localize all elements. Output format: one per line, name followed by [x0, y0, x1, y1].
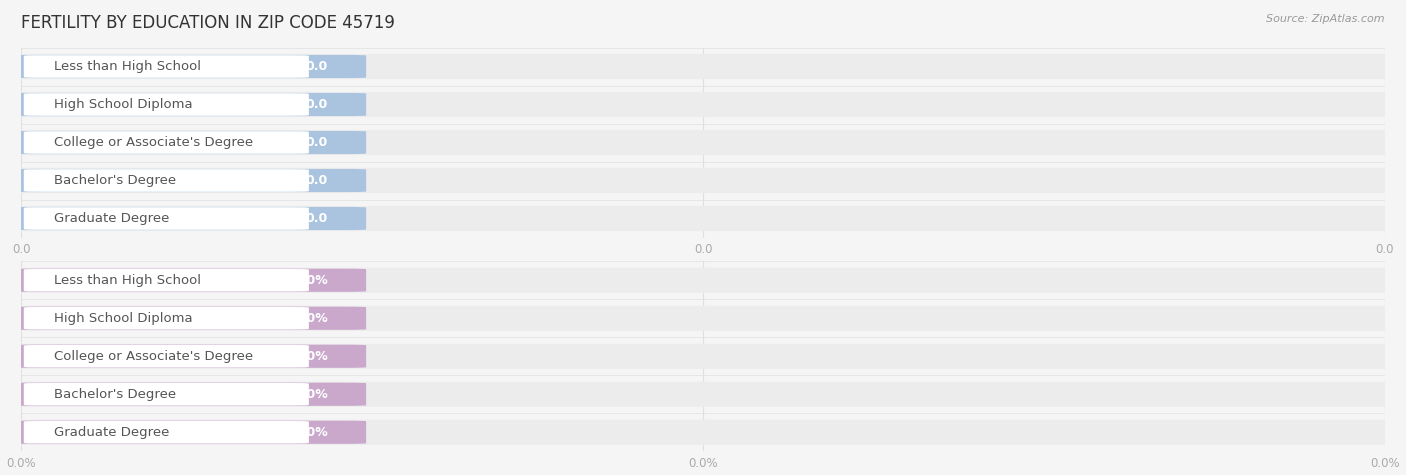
FancyBboxPatch shape [11, 269, 366, 292]
Text: 0.0: 0.0 [305, 212, 328, 225]
FancyBboxPatch shape [21, 92, 1385, 117]
FancyBboxPatch shape [11, 55, 366, 78]
Text: High School Diploma: High School Diploma [53, 98, 193, 111]
FancyBboxPatch shape [21, 382, 1385, 407]
FancyBboxPatch shape [21, 168, 1385, 193]
Text: Graduate Degree: Graduate Degree [53, 212, 169, 225]
FancyBboxPatch shape [24, 169, 309, 192]
FancyBboxPatch shape [24, 345, 309, 368]
Text: High School Diploma: High School Diploma [53, 312, 193, 325]
Text: Graduate Degree: Graduate Degree [53, 426, 169, 439]
Text: 0.0: 0.0 [305, 136, 328, 149]
FancyBboxPatch shape [24, 131, 309, 154]
FancyBboxPatch shape [24, 55, 309, 78]
FancyBboxPatch shape [21, 268, 1385, 293]
FancyBboxPatch shape [21, 130, 1385, 155]
FancyBboxPatch shape [11, 169, 366, 192]
Text: Less than High School: Less than High School [53, 60, 201, 73]
Text: FERTILITY BY EDUCATION IN ZIP CODE 45719: FERTILITY BY EDUCATION IN ZIP CODE 45719 [21, 14, 395, 32]
Text: 0.0: 0.0 [305, 60, 328, 73]
FancyBboxPatch shape [24, 383, 309, 406]
Text: College or Associate's Degree: College or Associate's Degree [53, 136, 253, 149]
Text: 0.0%: 0.0% [294, 350, 328, 363]
FancyBboxPatch shape [24, 93, 309, 116]
FancyBboxPatch shape [24, 307, 309, 330]
Text: 0.0%: 0.0% [294, 426, 328, 439]
Text: 0.0%: 0.0% [294, 312, 328, 325]
Text: 0.0: 0.0 [305, 98, 328, 111]
FancyBboxPatch shape [21, 306, 1385, 331]
Text: 0.0%: 0.0% [294, 274, 328, 287]
FancyBboxPatch shape [21, 344, 1385, 369]
Text: Source: ZipAtlas.com: Source: ZipAtlas.com [1267, 14, 1385, 24]
Text: 0.0%: 0.0% [294, 388, 328, 401]
FancyBboxPatch shape [11, 383, 366, 406]
FancyBboxPatch shape [11, 131, 366, 154]
FancyBboxPatch shape [11, 93, 366, 116]
Text: Less than High School: Less than High School [53, 274, 201, 287]
Text: 0.0: 0.0 [305, 174, 328, 187]
FancyBboxPatch shape [11, 207, 366, 230]
Text: Bachelor's Degree: Bachelor's Degree [53, 174, 176, 187]
FancyBboxPatch shape [24, 207, 309, 230]
FancyBboxPatch shape [24, 421, 309, 444]
FancyBboxPatch shape [11, 345, 366, 368]
FancyBboxPatch shape [11, 307, 366, 330]
FancyBboxPatch shape [21, 420, 1385, 445]
FancyBboxPatch shape [24, 269, 309, 292]
FancyBboxPatch shape [11, 421, 366, 444]
Text: Bachelor's Degree: Bachelor's Degree [53, 388, 176, 401]
FancyBboxPatch shape [21, 54, 1385, 79]
Text: College or Associate's Degree: College or Associate's Degree [53, 350, 253, 363]
FancyBboxPatch shape [21, 206, 1385, 231]
